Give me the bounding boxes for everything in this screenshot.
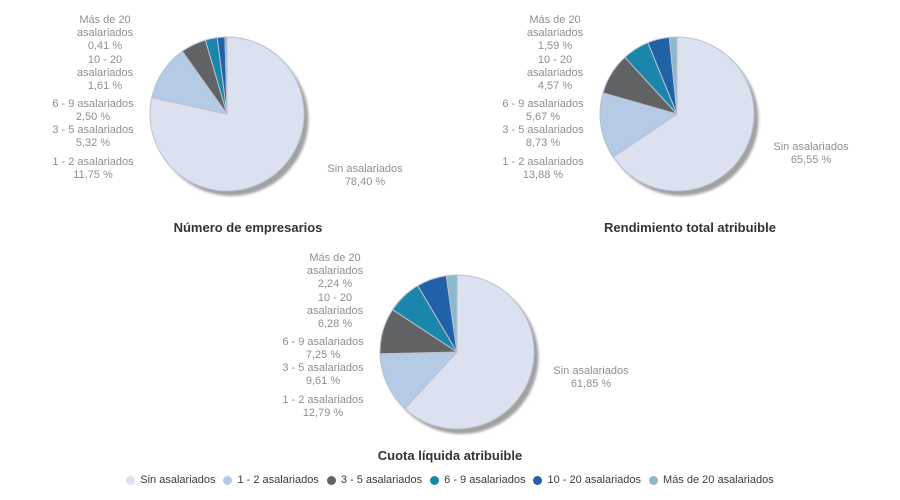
legend-swatch-icon	[326, 475, 336, 485]
chart-title: Número de empresarios	[173, 220, 323, 235]
legend-item-1-2-asalariados: 1 - 2 asalariados	[223, 474, 319, 486]
slice-label-10-20: 10 - 20 asalariados 6,28 %	[306, 292, 364, 330]
legend-swatch-icon	[430, 475, 440, 485]
pie-slice-Más de 20 asalariados	[224, 36, 228, 115]
slice-label-1-2: 1 - 2 asalariados 13,88 %	[502, 156, 584, 181]
legend-label: 1 - 2 asalariados	[237, 474, 319, 486]
pie-slice-Más de 20 asalariados	[445, 274, 458, 353]
chart-panel-cuota-liquida: Más de 20 asalariados 2,24 % 10 - 20 asa…	[230, 238, 680, 470]
legend-swatch-icon	[223, 475, 233, 485]
slice-label-1-2: 1 - 2 asalariados 12,79 %	[282, 394, 364, 419]
legend-item-10-20-asalariados: 10 - 20 asalariados	[533, 474, 641, 486]
chart-panel-numero-de-empresarios: Más de 20 asalariados 0,41 % 10 - 20 asa…	[0, 0, 450, 244]
slice-label-10-20: 10 - 20 asalariados 4,57 %	[526, 54, 584, 92]
legend-item-sin-asalariados: Sin asalariados	[126, 474, 215, 486]
legend-label: 3 - 5 asalariados	[340, 474, 423, 486]
legend: Sin asalariados 1 - 2 asalariados 3 - 5 …	[0, 474, 900, 486]
slice-label-6-9: 6 - 9 asalariados 7,25 %	[282, 336, 364, 361]
slice-label-3-5: 3 - 5 asalariados 8,73 %	[502, 124, 584, 149]
pie-slice-Sin asalariados	[149, 36, 305, 192]
legend-swatch-icon	[126, 475, 136, 485]
pie-slice-1 - 2 asalariados	[379, 351, 458, 410]
legend-item-mas-de-20-asalariados: Más de 20 asalariados	[649, 474, 774, 486]
pie-slice-Sin asalariados	[612, 36, 755, 192]
slice-label-sin-asalariados: Sin asalariados 65,55 %	[773, 141, 849, 166]
legend-swatch-icon	[649, 475, 659, 485]
slice-label-1-2: 1 - 2 asalariados 11,75 %	[52, 156, 134, 181]
slice-label-mas-de-20: Más de 20 asalariados 0,41 %	[76, 14, 134, 52]
slice-label-10-20: 10 - 20 asalariados 1,61 %	[76, 54, 134, 92]
pie-slice-Más de 20 asalariados	[668, 36, 678, 115]
legend-label: Más de 20 asalariados	[663, 474, 774, 486]
legend-swatch-icon	[533, 475, 543, 485]
chart-panel-rendimiento-total: Más de 20 asalariados 1,59 % 10 - 20 asa…	[450, 0, 900, 244]
pie-chart	[379, 274, 539, 434]
chart-title: Cuota líquida atribuible	[377, 448, 523, 463]
legend-item-6-9-asalariados: 6 - 9 asalariados	[430, 474, 525, 486]
slice-label-sin-asalariados: Sin asalariados 78,40 %	[327, 163, 403, 188]
pie-slice-Sin asalariados	[404, 274, 535, 430]
slice-label-3-5: 3 - 5 asalariados 9,61 %	[282, 362, 364, 387]
legend-item-3-5-asalariados: 3 - 5 asalariados	[326, 474, 423, 486]
legend-label: Sin asalariados	[140, 474, 216, 486]
slice-label-mas-de-20: Más de 20 asalariados 1,59 %	[526, 14, 584, 52]
legend-label: 10 - 20 asalariados	[547, 474, 642, 486]
slice-label-6-9: 6 - 9 asalariados 5,67 %	[502, 98, 584, 123]
slice-label-3-5: 3 - 5 asalariados 5,32 %	[52, 124, 134, 149]
chart-title: Rendimiento total atribuible	[604, 220, 776, 235]
pie-chart	[149, 36, 309, 196]
slice-label-sin-asalariados: Sin asalariados 61,85 %	[553, 365, 629, 390]
pie-chart	[599, 36, 759, 196]
slice-label-6-9: 6 - 9 asalariados 2,50 %	[52, 98, 134, 123]
legend-label: 6 - 9 asalariados	[444, 474, 526, 486]
slice-label-mas-de-20: Más de 20 asalariados 2,24 %	[306, 252, 364, 290]
